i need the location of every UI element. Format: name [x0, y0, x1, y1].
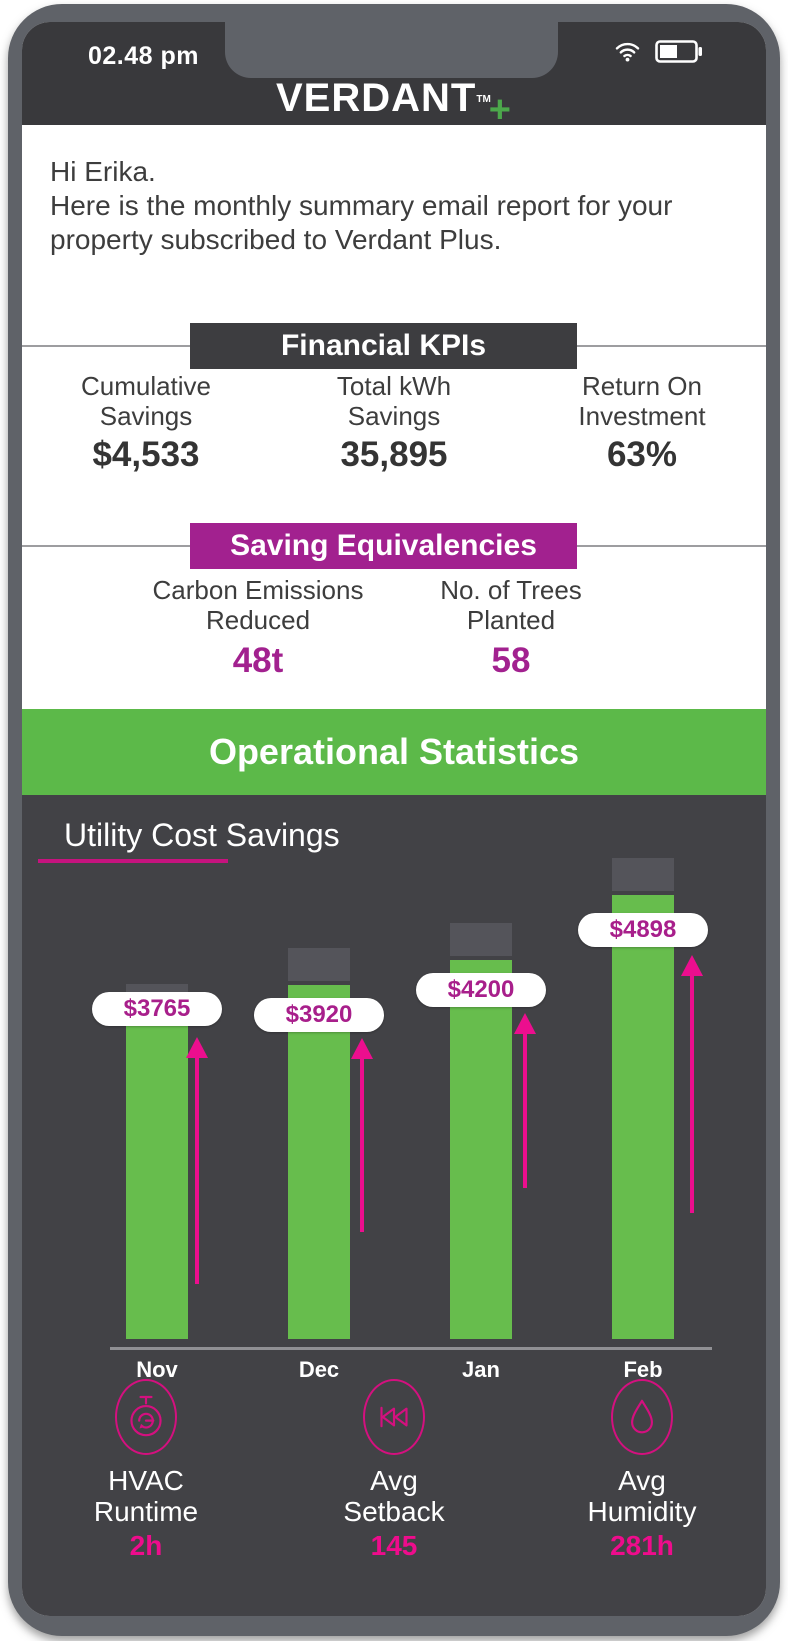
up-arrow-icon-nov: [184, 1037, 210, 1286]
kpi-cumulative-savings: Cumulative Savings $4,533: [22, 371, 270, 475]
equiv-label-line: Planted: [466, 605, 556, 635]
app-logo: VERDANTTM+: [22, 76, 766, 131]
bar-cap-dec: [288, 948, 350, 981]
stat-label-line: Setback: [343, 1496, 445, 1527]
phone-notch: [225, 22, 558, 78]
bar-value-pill-feb: $4898: [578, 913, 708, 947]
kpi-label-line: Investment: [578, 401, 706, 431]
bar-cap-feb: [612, 858, 674, 891]
phone-frame: 02.48 pm: [8, 4, 780, 1636]
axis-label-dec: Dec: [298, 1357, 340, 1382]
saving-equivalencies-header: Saving Equivalencies: [190, 523, 577, 569]
stat-label: HVAC Runtime: [94, 1465, 198, 1527]
financial-kpis-header: Financial KPIs: [190, 323, 577, 369]
up-arrow-icon-jan: [512, 1013, 538, 1190]
stat-avg-setback: Avg Setback 145: [270, 1379, 518, 1562]
phone-screen: 02.48 pm: [22, 22, 766, 1616]
equiv-value: 58: [491, 641, 531, 680]
kpi-return-on-investment: Return On Investment 63%: [518, 371, 766, 475]
bar-cap-jan: [450, 923, 512, 956]
kpi-label: Return On Investment: [518, 371, 766, 431]
stat-label-line: Runtime: [93, 1496, 199, 1527]
equiv-label: No. of Trees Planted: [391, 575, 631, 635]
stat-value: 281h: [610, 1530, 674, 1561]
greeting-line1: Hi Erika.: [50, 156, 156, 187]
stat-avg-humidity: Avg Humidity 281h: [518, 1379, 766, 1562]
saving-equivalencies-row: Carbon Emissions Reduced 48t No. of Tree…: [22, 575, 766, 681]
status-icons: [615, 40, 702, 63]
kpi-value: $4,533: [92, 435, 200, 474]
chart-title-underline: [38, 859, 228, 863]
chart-title: Utility Cost Savings: [64, 817, 340, 853]
greeting-text: Hi Erika. Here is the monthly summary em…: [22, 125, 766, 257]
wifi-icon: [615, 41, 640, 62]
stat-value: 2h: [129, 1530, 163, 1561]
up-arrow-icon-dec: [349, 1038, 375, 1234]
financial-kpis-row: Cumulative Savings $4,533 Total kWh Savi…: [22, 371, 766, 475]
axis-label-jan: Jan: [462, 1357, 500, 1382]
operational-statistics-section: Utility Cost Savings $3765 Nov $3920 Dec $42…: [22, 795, 766, 1616]
greeting-line2: Here is the monthly summary email report…: [50, 190, 673, 255]
stopwatch-icon: [115, 1379, 177, 1455]
kpi-total-kwh-savings: Total kWh Savings 35,895: [270, 371, 518, 475]
kpi-value: 35,895: [340, 435, 448, 474]
bar-nov: [126, 1021, 188, 1339]
status-time: 02.48 pm: [88, 42, 200, 70]
financial-kpis-section: Financial KPIs Cumulative Savings $4,533…: [22, 323, 766, 475]
logo-trademark: TM: [476, 94, 491, 105]
saving-equivalencies-section: Saving Equivalencies Carbon Emissions Re…: [22, 523, 766, 681]
axis-label-feb: Feb: [623, 1357, 663, 1382]
stat-value: 145: [370, 1530, 418, 1561]
up-arrow-icon-feb: [679, 955, 705, 1215]
stat-label: Avg Setback: [343, 1465, 444, 1527]
app-header: 02.48 pm: [22, 22, 766, 131]
footer-stats-row: HVAC Runtime 2h Avg: [22, 1379, 766, 1562]
kpi-label-line: Savings: [347, 401, 441, 431]
bar-value-pill-nov: $3765: [92, 992, 222, 1026]
rewind-icon: [363, 1379, 425, 1455]
equiv-label-line: Reduced: [205, 605, 311, 635]
bar-value-pill-jan: $4200: [416, 973, 546, 1007]
kpi-label-line: Cumulative: [80, 371, 212, 401]
stat-label: Avg Humidity: [588, 1465, 697, 1527]
kpi-label-line: Savings: [99, 401, 193, 431]
operational-statistics-header: Operational Statistics: [22, 709, 766, 795]
stat-label-line: Humidity: [587, 1496, 697, 1527]
axis-label-nov: Nov: [136, 1357, 178, 1382]
stat-label-line: Avg: [370, 1465, 418, 1496]
logo-plus-icon: +: [488, 89, 512, 131]
bar-jan: [450, 960, 512, 1339]
kpi-label-line: Return On: [582, 371, 702, 401]
equiv-label-line: Carbon Emissions: [152, 575, 364, 605]
equiv-carbon-emissions: Carbon Emissions Reduced 48t: [138, 575, 378, 681]
equiv-label: Carbon Emissions Reduced: [138, 575, 378, 635]
stat-label-line: Avg: [618, 1465, 666, 1496]
kpi-value: 63%: [606, 435, 678, 474]
stat-hvac-runtime: HVAC Runtime 2h: [22, 1379, 270, 1562]
bar-feb: [612, 895, 674, 1339]
bar-value-pill-dec: $3920: [254, 998, 384, 1032]
bar-dec: [288, 985, 350, 1339]
battery-icon: [655, 40, 702, 63]
droplet-icon: [611, 1379, 673, 1455]
logo-wordmark: VERDANT: [276, 76, 477, 120]
report-body: Hi Erika. Here is the monthly summary em…: [22, 125, 766, 709]
kpi-label: Total kWh Savings: [270, 371, 518, 431]
kpi-label: Cumulative Savings: [22, 371, 270, 431]
stat-label-line: HVAC: [108, 1465, 184, 1496]
kpi-label-line: Total kWh: [336, 371, 452, 401]
chart-baseline: [110, 1347, 712, 1350]
equiv-trees-planted: No. of Trees Planted 58: [391, 575, 631, 681]
equiv-label-line: No. of Trees: [440, 575, 582, 605]
equiv-value: 48t: [232, 641, 284, 680]
